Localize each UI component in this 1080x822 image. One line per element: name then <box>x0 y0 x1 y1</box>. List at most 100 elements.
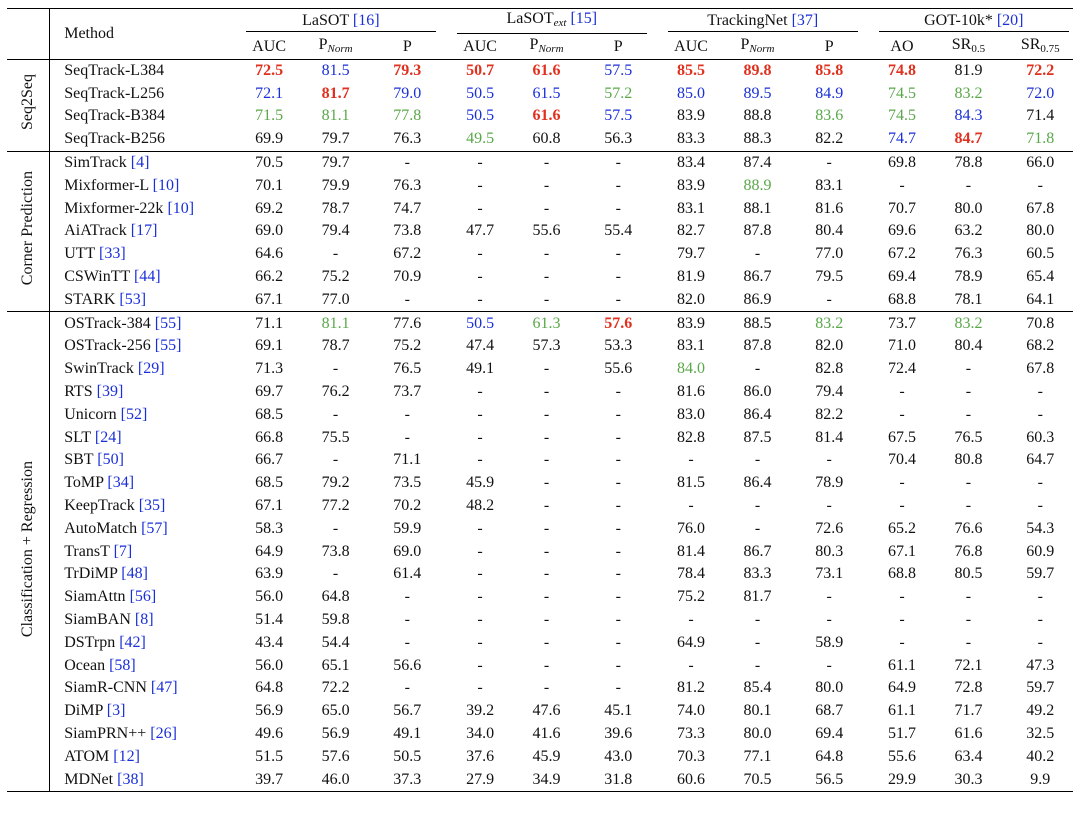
value-cell: 81.1 <box>296 311 375 336</box>
value-cell: - <box>688 497 694 515</box>
value-cell: 80.0 <box>954 199 983 217</box>
dataset-name: TrackingNet <box>707 12 788 30</box>
method-name: SiamR-CNN <box>64 679 147 697</box>
column-gap <box>862 472 875 495</box>
value-cell: 73.8 <box>321 542 350 560</box>
value-cell: 41.6 <box>532 725 561 742</box>
method-name: SiamAttn <box>64 588 126 606</box>
value-cell: - <box>332 405 339 423</box>
column-gap <box>651 426 664 449</box>
value-cell: 67.5 <box>887 428 916 446</box>
dataset-header-underline: LaSOText [15] <box>456 9 647 35</box>
table-row: AutoMatch [57] 58.3 - 59.9 - - - 76.0 - 72.6 65.2 7… <box>7 517 1073 540</box>
value-cell: - <box>615 633 621 651</box>
value-cell: 58.3 <box>255 519 284 537</box>
method-name: SeqTrack-B384 <box>64 107 165 125</box>
column-gap <box>862 174 875 197</box>
method-name-cell: SeqTrack-L256 <box>50 82 242 105</box>
value-cell: 74.7 <box>887 130 916 148</box>
value-cell: 76.3 <box>954 245 983 263</box>
column-gap <box>440 631 453 654</box>
value-cell: - <box>615 383 621 401</box>
value-cell: - <box>754 656 761 674</box>
value-cell: 89.8 <box>743 61 772 79</box>
value-cell: 82.2 <box>815 130 844 148</box>
value-cell: 55.6 <box>887 747 916 765</box>
value-cell: - <box>543 565 550 583</box>
value-cell: 59.7 <box>1026 679 1055 697</box>
value-cell: 70.8 <box>1007 311 1073 336</box>
value-cell: 81.7 <box>743 588 772 606</box>
table-row: SiamBAN [8] 51.4 59.8 - - - - - - - - - - <box>7 609 1073 632</box>
method-name-cell: Mixformer-22k [10] <box>50 197 242 220</box>
value-cell: 49.1 <box>466 360 495 378</box>
value-cell: - <box>615 199 621 217</box>
value-cell: 76.8 <box>954 542 983 560</box>
value-cell: 64.8 <box>815 747 844 765</box>
value-cell: - <box>477 633 483 651</box>
value-cell: 71.1 <box>393 451 422 469</box>
column-gap <box>651 381 664 404</box>
value-cell: 70.3 <box>677 747 706 765</box>
value-cell: - <box>543 245 550 263</box>
column-gap <box>651 449 664 472</box>
value-cell: 61.5 <box>532 84 561 102</box>
value-cell: - <box>615 245 621 263</box>
method-name-cell: OSTrack-384 [55] <box>49 311 242 336</box>
value-cell: - <box>615 428 621 446</box>
value-cell: 70.5 <box>241 150 297 175</box>
dataset-header-underline: LaSOT [16] <box>245 11 436 33</box>
method-name: SeqTrack-L384 <box>64 61 165 79</box>
method-name-cell: SiamPRN++ [26] <box>50 723 242 746</box>
value-cell: 82.2 <box>815 405 844 423</box>
value-cell: - <box>543 497 550 515</box>
value-cell: - <box>477 519 483 537</box>
value-cell: 76.2 <box>321 383 350 401</box>
metric-header: P <box>586 35 651 60</box>
value-cell: 87.8 <box>743 337 772 355</box>
value-cell: 40.2 <box>1026 747 1055 765</box>
method-name-cell: Ocean [58] <box>50 654 242 677</box>
method-name-cell: ATOM [12] <box>50 745 242 768</box>
value-cell: 80.8 <box>954 451 983 469</box>
method-name-cell: SeqTrack-B384 <box>50 105 242 128</box>
method-name-cell: STARK [53] <box>50 288 242 311</box>
group-label: Classification + Regression <box>19 460 37 637</box>
value-cell: - <box>1037 383 1043 401</box>
value-cell: 73.7 <box>393 383 422 401</box>
value-cell: 82.0 <box>677 290 706 308</box>
value-cell: 88.8 <box>743 107 772 125</box>
value-cell: 78.1 <box>954 290 983 308</box>
tracking-results-table: Method LaSOT [16] LaSOText [15] TrackingNet… <box>7 8 1073 792</box>
column-gap <box>440 586 453 609</box>
value-cell: 81.9 <box>954 61 983 79</box>
value-cell: 49.5 <box>466 130 495 148</box>
column-gap <box>862 745 875 768</box>
value-cell: 83.1 <box>677 199 706 217</box>
value-cell: - <box>477 405 483 423</box>
method-citation: [8] <box>134 611 154 629</box>
value-cell: 72.1 <box>255 84 284 102</box>
metric-header: P <box>797 35 862 60</box>
value-cell: 9.9 <box>1030 770 1051 788</box>
value-cell: 47.7 <box>466 222 495 240</box>
method-name: SiamBAN <box>64 611 131 629</box>
column-gap <box>862 243 875 266</box>
value-cell: 68.5 <box>255 474 284 492</box>
value-cell: - <box>615 565 621 583</box>
column-gap <box>862 768 875 791</box>
table-row: Classification + Regression OSTrack-384 [… <box>7 311 1073 792</box>
value-cell: 64.9 <box>677 633 706 651</box>
value-cell: - <box>965 611 972 629</box>
method-name: Unicorn <box>64 405 117 423</box>
method-name-cell: SeqTrack-B256 <box>50 128 242 151</box>
value-cell: - <box>543 474 550 492</box>
column-gap <box>651 540 664 563</box>
dataset-header: TrackingNet [37] <box>664 9 862 35</box>
table-row: TrDiMP [48] 63.9 - 61.4 - - - 78.4 83.3 73.1 68.8 8… <box>7 563 1073 586</box>
dataset-header: LaSOText [15] <box>453 9 651 35</box>
value-cell: - <box>543 611 550 629</box>
column-gap <box>440 723 453 746</box>
table-row: STARK [53] 67.1 77.0 - - - - 82.0 86.9 - 68.8 78.1 6… <box>7 288 1073 311</box>
value-cell: 57.5 <box>604 61 633 79</box>
